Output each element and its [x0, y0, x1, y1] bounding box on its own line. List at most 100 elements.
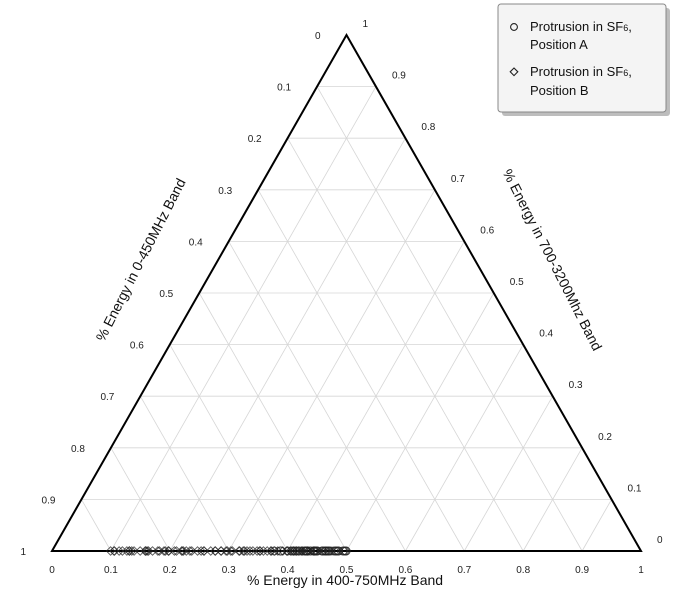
grid-line — [581, 499, 612, 552]
data-point-position-b — [117, 546, 128, 556]
data-point-position-b — [234, 546, 245, 556]
bottom-tick-label: 0.8 — [516, 565, 530, 576]
legend-label-b-line2: Position B — [530, 83, 589, 98]
data-point-position-b — [185, 546, 195, 556]
bottom-tick-label: 0.1 — [104, 565, 118, 576]
data-point-position-b — [309, 546, 319, 556]
right-tick-label: 1 — [363, 19, 369, 30]
data-point-position-b — [122, 546, 132, 556]
right-tick-label: 0.1 — [628, 483, 642, 494]
data-point-position-b — [254, 546, 265, 556]
grid-line — [287, 138, 524, 552]
data-point-position-b — [296, 546, 307, 556]
data-point-position-b — [266, 546, 277, 556]
left-tick-label: 0 — [315, 31, 321, 42]
left-tick-label: 0.6 — [130, 341, 144, 352]
data-point-position-b — [199, 546, 209, 556]
grid-line — [228, 241, 406, 552]
bottom-tick-label: 0.4 — [281, 565, 295, 576]
data-point-position-b — [258, 546, 269, 556]
left-tick-label: 0.2 — [248, 134, 262, 145]
legend-label-b-line1: Protrusion in SF6, — [530, 64, 632, 79]
bottom-tick-label: 0 — [49, 565, 55, 576]
data-point-position-b — [221, 546, 231, 556]
data-point-position-b — [143, 546, 154, 556]
bottom-tick-label: 1 — [638, 565, 644, 576]
grid-line — [316, 86, 583, 552]
data-point-position-b — [178, 546, 189, 556]
data-point-position-b — [126, 546, 137, 556]
legend: Protrusion in SF6, Position A Protrusion… — [497, 3, 670, 116]
left-tick-label: 0.3 — [218, 186, 232, 197]
data-point-position-b — [226, 546, 236, 556]
left-tick-label: 1 — [20, 547, 26, 558]
data-point-position-b — [248, 546, 258, 556]
tick-labels: 0 0.1 0.2 0.3 0.4 0.5 0.6 0.7 0.8 0.9 1 0 0.1 0.2 0.3 0… — [20, 19, 663, 576]
left-tick-label: 0.1 — [277, 83, 291, 94]
grid-line — [110, 447, 171, 552]
grid-line — [169, 344, 288, 552]
data-point-position-b — [159, 546, 169, 556]
data-point-position-b — [205, 546, 216, 556]
data-point-position-b — [114, 546, 124, 556]
right-tick-label: 0.7 — [451, 174, 465, 185]
grid-line — [110, 86, 377, 552]
data-point-position-a — [276, 546, 285, 556]
data-point-position-b — [124, 546, 135, 556]
left-tick-label: 0.4 — [189, 237, 203, 248]
right-tick-label: 0.3 — [569, 380, 583, 391]
data-point-position-b — [140, 546, 151, 556]
legend-marker-circle — [510, 23, 518, 31]
data-point-position-b — [245, 546, 255, 556]
left-tick-label: 0.9 — [42, 495, 56, 506]
data-point-position-b — [192, 546, 203, 556]
grid-line — [346, 292, 495, 552]
bottom-tick-label: 0.5 — [340, 565, 354, 576]
left-tick-label: 0.7 — [100, 392, 114, 403]
grid-line — [81, 499, 112, 552]
data-point-position-b — [282, 546, 292, 556]
grid-line — [198, 292, 347, 552]
legend-box — [497, 3, 667, 113]
data-point-position-b — [269, 546, 280, 556]
grid-line — [228, 189, 436, 552]
bottom-tick-label: 0.6 — [398, 565, 412, 576]
data-point-position-a — [341, 546, 351, 556]
data-point-position-b — [252, 546, 262, 556]
legend-label-a-line2: Position A — [530, 37, 588, 52]
grid-line — [463, 396, 553, 552]
bottom-tick-label: 0.7 — [457, 565, 471, 576]
data-point-position-b — [227, 546, 238, 556]
grid-line — [140, 396, 230, 552]
legend-label-a-line1: Protrusion in SF6, — [530, 19, 632, 34]
data-point-position-b — [196, 546, 206, 556]
right-tick-label: 0 — [657, 535, 663, 546]
grid — [81, 86, 612, 552]
left-tick-label: 0.5 — [159, 289, 173, 300]
data-point-position-b — [169, 546, 180, 556]
legend-entry-position-b: Protrusion in SF6, Position B — [509, 64, 632, 98]
bottom-tick-label: 0.3 — [222, 565, 236, 576]
right-tick-label: 0.2 — [598, 432, 612, 443]
right-tick-label: 0.9 — [392, 71, 406, 82]
right-tick-label: 0.4 — [539, 329, 553, 340]
right-tick-label: 0.5 — [510, 277, 524, 288]
data-point-position-b — [238, 546, 249, 556]
left-tick-label: 0.8 — [71, 444, 85, 455]
data-point-position-a — [322, 546, 332, 556]
data-point-position-b — [262, 546, 273, 556]
data-point-position-b — [105, 546, 116, 556]
right-tick-label: 0.8 — [421, 122, 435, 133]
data-points — [105, 546, 351, 556]
data-point-position-b — [176, 546, 187, 556]
data-point-position-b — [160, 546, 171, 556]
legend-entry-position-a: Protrusion in SF6, Position A — [510, 19, 632, 52]
bottom-tick-label: 0.9 — [575, 565, 589, 576]
data-point-position-a — [324, 546, 333, 556]
data-point-position-b — [278, 546, 288, 556]
bottom-tick-label: 0.2 — [163, 565, 177, 576]
legend-marker-diamond — [509, 67, 519, 77]
grid-line — [257, 189, 465, 552]
bottom-axis-label: % Energy in 400-750MHz Band — [247, 572, 443, 588]
